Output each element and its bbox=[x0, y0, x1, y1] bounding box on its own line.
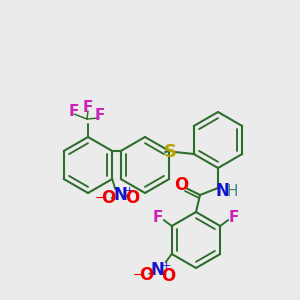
Text: S: S bbox=[164, 143, 176, 161]
Text: O: O bbox=[125, 189, 140, 207]
Text: F: F bbox=[83, 100, 93, 115]
Text: F: F bbox=[95, 107, 105, 122]
Text: O: O bbox=[101, 189, 116, 207]
Text: O: O bbox=[160, 267, 175, 285]
Text: +: + bbox=[124, 186, 134, 196]
Text: N: N bbox=[113, 186, 127, 204]
Text: O: O bbox=[174, 176, 188, 194]
Text: F: F bbox=[153, 209, 163, 224]
Text: O: O bbox=[139, 266, 153, 284]
Text: −: − bbox=[133, 268, 143, 281]
Text: −: − bbox=[95, 191, 106, 205]
Text: F: F bbox=[69, 103, 79, 118]
Text: F: F bbox=[229, 209, 239, 224]
Text: H: H bbox=[226, 184, 238, 199]
Text: N: N bbox=[151, 261, 165, 279]
Text: +: + bbox=[162, 261, 171, 271]
Text: N: N bbox=[215, 182, 229, 200]
